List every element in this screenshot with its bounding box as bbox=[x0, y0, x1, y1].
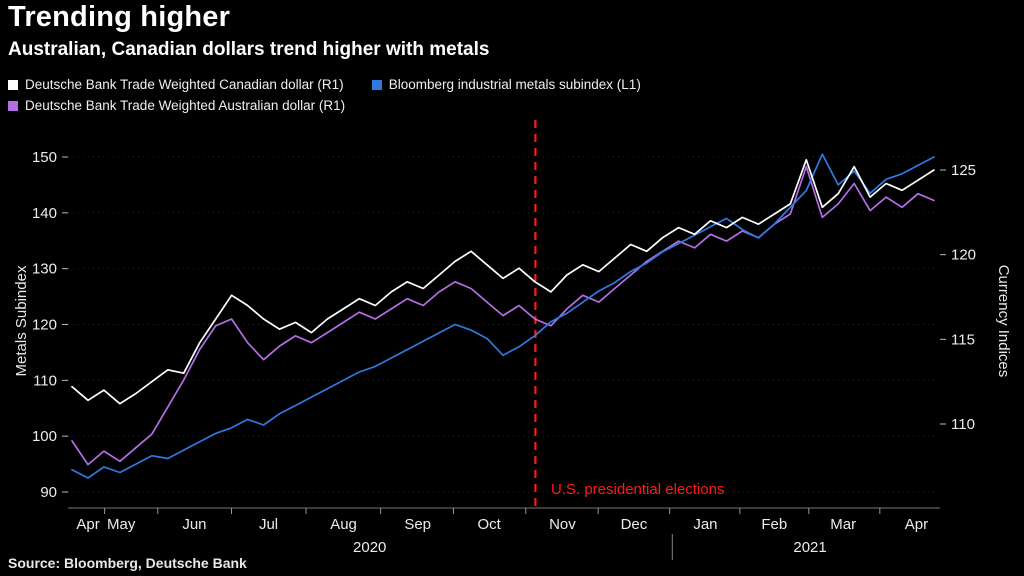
x-month-label: Oct bbox=[478, 516, 502, 533]
x-month-label: Apr bbox=[905, 516, 928, 533]
y-axis-right-title: Currency Indices bbox=[995, 264, 1012, 378]
legend-item-0: Deutsche Bank Trade Weighted Canadian do… bbox=[8, 77, 344, 92]
y-right-tick-label: 115 bbox=[951, 331, 975, 348]
y-right-tick-label: 110 bbox=[951, 416, 975, 433]
event-annotation: U.S. presidential elections bbox=[551, 481, 725, 498]
legend-item-1: Bloomberg industrial metals subindex (L1… bbox=[371, 77, 641, 92]
x-month-label: Dec bbox=[621, 516, 648, 533]
y-left-tick-label: 100 bbox=[32, 428, 57, 445]
x-year-label: 2021 bbox=[793, 539, 826, 556]
x-month-label: Apr bbox=[76, 516, 99, 533]
legend-row-2: Deutsche Bank Trade Weighted Australian … bbox=[8, 95, 669, 116]
series-line-metals-subindex bbox=[71, 153, 935, 479]
y-left-tick-label: 130 bbox=[32, 261, 57, 278]
x-year-label: 2020 bbox=[353, 539, 386, 556]
y-left-tick-label: 150 bbox=[32, 149, 57, 166]
y-left-tick-label: 120 bbox=[32, 317, 57, 334]
legend-swatch bbox=[371, 79, 382, 90]
y-left-tick-label: 90 bbox=[40, 484, 57, 501]
series-line-australian-dollar bbox=[71, 165, 935, 466]
chart-subtitle: Australian, Canadian dollars trend highe… bbox=[8, 39, 490, 60]
legend-label: Deutsche Bank Trade Weighted Australian … bbox=[25, 98, 346, 113]
x-month-label: Aug bbox=[330, 516, 357, 533]
chart-legend: Deutsche Bank Trade Weighted Canadian do… bbox=[8, 74, 669, 116]
legend-row-1: Deutsche Bank Trade Weighted Canadian do… bbox=[8, 74, 669, 95]
y-axis-left-title: Metals Subindex bbox=[13, 265, 30, 377]
x-month-label: Feb bbox=[761, 516, 787, 533]
x-month-label: Jul bbox=[259, 516, 278, 533]
y-left-tick-label: 140 bbox=[32, 205, 57, 222]
legend-swatch bbox=[8, 79, 18, 90]
x-month-label: Mar bbox=[830, 516, 856, 533]
source-credit: Source: Bloomberg, Deutsche Bank bbox=[8, 555, 247, 571]
y-left-tick-label: 110 bbox=[33, 372, 57, 389]
x-month-label: Sep bbox=[404, 516, 431, 533]
legend-label: Bloomberg industrial metals subindex (L1… bbox=[388, 77, 641, 92]
x-month-label: Nov bbox=[549, 516, 576, 533]
legend-item-2: Deutsche Bank Trade Weighted Australian … bbox=[8, 98, 345, 113]
legend-label: Deutsche Bank Trade Weighted Canadian do… bbox=[25, 77, 344, 92]
legend-swatch bbox=[8, 100, 18, 111]
x-month-label: Jan bbox=[693, 516, 717, 533]
x-month-label: May bbox=[107, 516, 136, 533]
page-title: Trending higher bbox=[8, 1, 231, 33]
y-right-tick-label: 125 bbox=[951, 162, 976, 179]
x-month-label: Jun bbox=[182, 516, 206, 533]
series-line-canadian-dollar bbox=[71, 158, 935, 405]
y-right-tick-label: 120 bbox=[951, 247, 976, 264]
